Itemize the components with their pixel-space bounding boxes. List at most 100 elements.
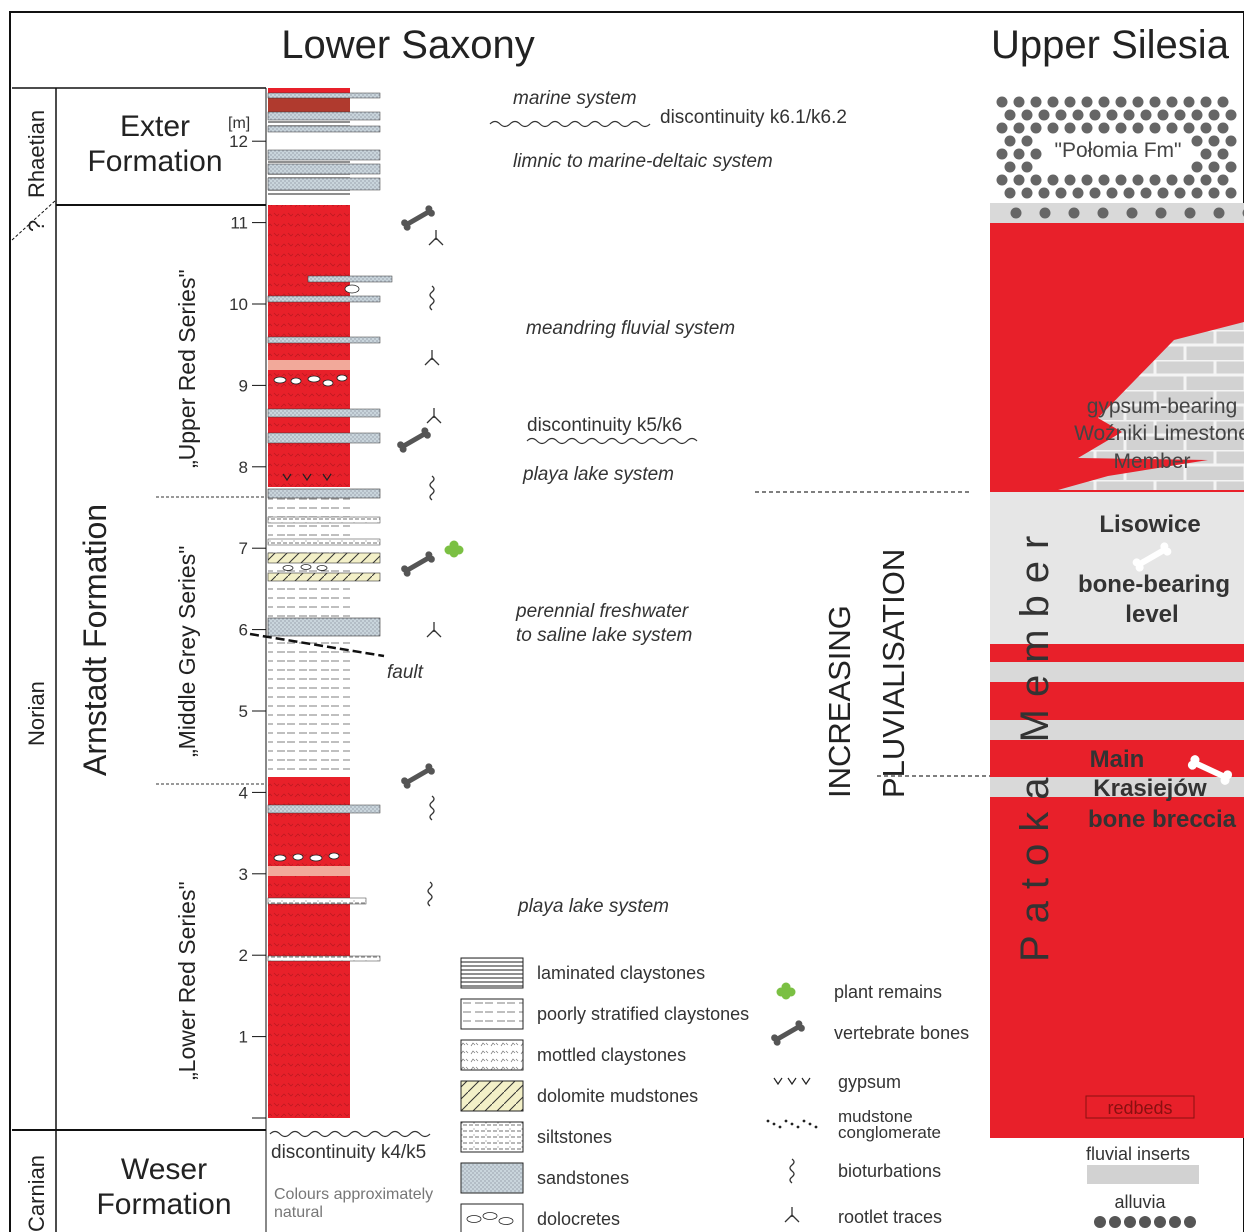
annotation-discontinuity-k4k5: discontinuity k4/k5 <box>271 1142 426 1163</box>
conglomerate-pebble <box>1089 187 1101 199</box>
conglomerate-pebble <box>1047 96 1059 108</box>
legend-label-poorly: poorly stratified claystones <box>537 1004 749 1024</box>
middle-grey-sand-top <box>267 488 381 499</box>
discontinuity-k4k5-wave <box>269 1130 431 1138</box>
polomia-conglomerate <box>996 96 1244 219</box>
conglomerate-pebble <box>1030 122 1042 134</box>
legend-swatch-sand <box>460 1162 524 1194</box>
alluvia-pebble <box>1169 1216 1181 1228</box>
legend-label-bone-icon: vertebrate bones <box>834 1023 969 1043</box>
krasiejow-bone-icon <box>1187 755 1233 785</box>
conglomerate-pebble <box>1030 174 1042 186</box>
conglomerate-pebble <box>1213 207 1225 219</box>
annotation-limnic: limnic to marine-deltaic system <box>513 151 773 172</box>
conglomerate-pebble <box>1013 148 1025 160</box>
alluvia-pebble <box>1094 1216 1106 1228</box>
conglomerate-pebble <box>1030 96 1042 108</box>
exter-white-gap-2 <box>268 195 350 205</box>
conglomerate-pebble <box>1068 207 1080 219</box>
gypsum-label-line1: gypsum-bearing <box>1087 395 1238 418</box>
silesia-grey-band-3 <box>990 777 1244 797</box>
conglomerate-pebble <box>1106 187 1118 199</box>
conglomerate-pebble <box>1155 207 1167 219</box>
middle-grey-dolomite-1 <box>267 552 381 564</box>
stage-norian: Norian <box>24 681 49 746</box>
conglomerate-pebble <box>1208 187 1220 199</box>
scale-tick-label: 3 <box>239 865 248 884</box>
conglomerate-pebble <box>1126 207 1138 219</box>
stage-rhaetian: Rhaetian <box>24 110 49 198</box>
conglomerate-pebble <box>1004 187 1016 199</box>
legend-dolocrete-nodule <box>482 1212 498 1220</box>
legend-label-conglomerate-icon-line2: conglomerate <box>838 1123 941 1142</box>
conglomerate-pebble <box>1225 187 1237 199</box>
annotation-discontinuity-k6: discontinuity k6.1/k6.2 <box>660 107 847 128</box>
conglomerate-pebble <box>1123 187 1135 199</box>
bed-3 <box>267 125 381 133</box>
rootlet-icon <box>784 1207 800 1223</box>
legend-label-rootlet-icon: rootlet traces <box>838 1207 942 1227</box>
legend-lithology: laminated claystones poorly stratified cl… <box>460 957 749 1232</box>
legend-swatch-laminated <box>460 957 524 989</box>
bone-icon <box>397 427 431 453</box>
conglomerate-pebble <box>1200 122 1212 134</box>
patoka-member-label: Patoka Member <box>1013 524 1057 962</box>
conglomerate-pebble <box>1038 109 1050 121</box>
conglomerate-pebble <box>1064 122 1076 134</box>
legend-swatch-dolomite <box>460 1080 524 1112</box>
conglomerate-pebble <box>1183 96 1195 108</box>
conglomerate-pebble <box>1208 135 1220 147</box>
annotation-colours-line2: natural <box>274 1204 323 1221</box>
bed-5 <box>267 163 381 175</box>
formation-exter-line2: Formation <box>87 145 222 178</box>
conglomerate-pebble <box>1038 187 1050 199</box>
conglomerate-pebble <box>1106 109 1118 121</box>
conglomerate-pebble <box>1174 109 1186 121</box>
exter-white-gap <box>268 130 350 150</box>
conglomerate-pebble <box>996 96 1008 108</box>
conglomerate-pebble <box>1132 122 1144 134</box>
conglomerate-pebble <box>1225 161 1237 173</box>
conglomerate-pebble <box>1200 174 1212 186</box>
bed-7 <box>307 275 393 283</box>
legend-label-gypsum-icon: gypsum <box>838 1072 901 1092</box>
scale-tick-label: 4 <box>239 783 248 802</box>
bed-13 <box>267 897 367 905</box>
legend-label-conglomerate-icon: mudstone <box>838 1107 913 1126</box>
conglomerate-pebble <box>1183 122 1195 134</box>
conglomerate-pebble <box>1010 207 1022 219</box>
annotation-colours-line1: Colours approximately <box>274 1186 433 1203</box>
conglomerate-pebble <box>1166 122 1178 134</box>
bioturbation-icon <box>429 285 435 311</box>
conglomerate-pebble <box>1132 96 1144 108</box>
conglomerate-pebble <box>1081 122 1093 134</box>
conglomerate-pebble <box>1157 187 1169 199</box>
annotation-pluvialisation: PLUVIALISATION <box>876 549 911 798</box>
conglomerate-pebble <box>996 174 1008 186</box>
upper-silesia-column <box>990 96 1244 1138</box>
conglomerate-pebble <box>996 122 1008 134</box>
gypsum-in-column <box>282 473 332 482</box>
annotation-playa-upper: playa lake system <box>522 464 674 485</box>
legend-label-laminated: laminated claystones <box>537 963 705 983</box>
gypsum-icon <box>773 1077 811 1086</box>
annotation-perennial-line1: perennial freshwater <box>515 601 689 622</box>
formation-arnstadt: Arnstadt Formation <box>77 504 113 776</box>
scale-tick-label: 11 <box>230 214 248 233</box>
conglomerate-pebble <box>1217 122 1229 134</box>
series-lower-red: „Lower Red Series" <box>174 881 200 1080</box>
conglomerate-pebble <box>1140 187 1152 199</box>
conglomerate-pebble <box>1030 148 1042 160</box>
conglomerate-pebble <box>1055 109 1067 121</box>
discontinuity-k5k6-wave <box>526 437 698 445</box>
conglomerate-pebble <box>1047 122 1059 134</box>
conglomerate-pebble <box>1123 109 1135 121</box>
bed-4 <box>267 149 381 161</box>
legend-swatch-silt <box>460 1121 524 1153</box>
conglomerate-pebble <box>1013 122 1025 134</box>
conglomerate-pebble <box>1115 96 1127 108</box>
legend-label-dolomite: dolomite mudstones <box>537 1086 698 1106</box>
conglomerate-pebble <box>1013 96 1025 108</box>
conglomerate-pebble <box>1149 122 1161 134</box>
